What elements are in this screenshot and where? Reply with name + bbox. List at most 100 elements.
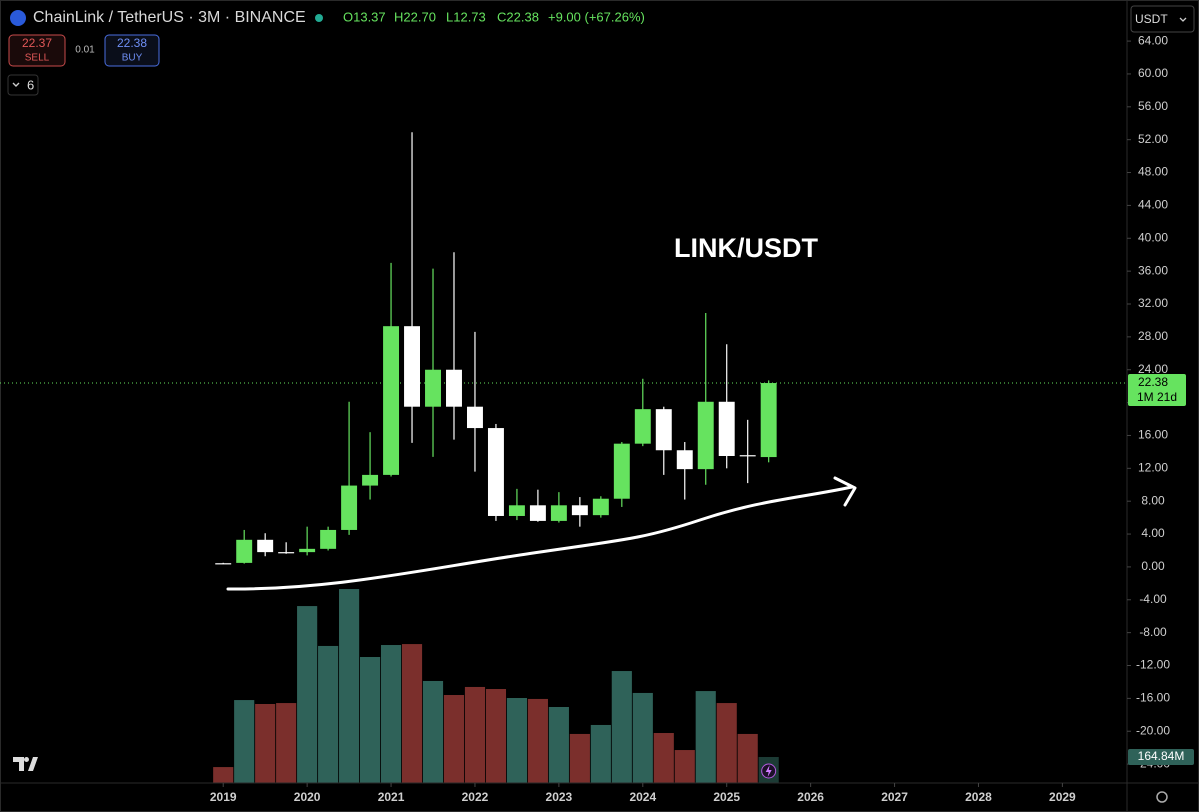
ohlc-high: H22.70 [394, 9, 436, 24]
x-tick-label: 2020 [294, 790, 321, 804]
volume-bar [695, 691, 716, 783]
candle-body [466, 406, 483, 429]
indicator-toggle[interactable] [7, 74, 39, 96]
sell-button[interactable] [8, 34, 66, 67]
volume-bar [632, 692, 653, 783]
candle-body [592, 498, 609, 516]
volume-bar [716, 703, 737, 783]
volume-bar [234, 700, 255, 783]
trend-arrow [226, 485, 854, 591]
volume-bar [276, 703, 297, 783]
y-tick-label: 12.00 [1138, 460, 1168, 474]
volume-bar [569, 733, 590, 783]
y-tick-label: -8.00 [1139, 625, 1167, 639]
buy-button[interactable] [104, 34, 160, 67]
ohlc-open: O13.37 [343, 9, 386, 24]
volume-bar [674, 750, 695, 783]
candle-body [697, 401, 714, 470]
volume-bar [506, 698, 527, 783]
annotation: LINK/USDT [674, 233, 818, 263]
y-tick-label: 40.00 [1138, 230, 1168, 244]
volume-bar [297, 606, 318, 783]
symbol-logo [10, 10, 26, 26]
volume-bar [737, 733, 758, 783]
candle-body [299, 548, 316, 553]
x-tick-label: 2026 [797, 790, 824, 804]
sell-label: SELL [25, 53, 50, 64]
chevron [12, 82, 20, 87]
volume-bar [255, 703, 276, 783]
volume-bar [590, 724, 611, 783]
candle-body [634, 409, 651, 444]
settings-icon[interactable] [1156, 791, 1168, 803]
candle-body [655, 409, 672, 451]
x-tick-label: 2023 [546, 790, 573, 804]
y-tick-label: 24.00 [1138, 362, 1168, 376]
volume-bar [653, 733, 674, 783]
candle-body [508, 505, 525, 516]
volume-bar [464, 686, 486, 783]
currency: USDT [1135, 12, 1168, 26]
candle-body [739, 455, 756, 457]
candle-body [236, 539, 253, 563]
symbol: ChainLink / TetherUS · 3M · BINANCE [33, 9, 306, 26]
candle-body [215, 563, 232, 565]
volume-bar [611, 671, 632, 783]
candle-body [613, 443, 630, 499]
volume-bar [380, 645, 402, 783]
x-tick-label: 2019 [210, 790, 237, 804]
y-tick-label: 56.00 [1138, 99, 1168, 113]
ohlc-close: C22.38 [497, 9, 539, 24]
volume-label: 164.84M [1138, 749, 1185, 763]
y-tick-label: 44.00 [1138, 198, 1168, 212]
y-tick-label: -4.00 [1139, 592, 1167, 606]
volume-bar [318, 645, 339, 783]
volume-label-box [1128, 749, 1194, 766]
currency-select[interactable] [1130, 5, 1195, 33]
candle-body [676, 450, 693, 470]
volume-bar [339, 589, 360, 783]
y-tick-label: 64.00 [1138, 33, 1168, 47]
x-tick-label: 2027 [881, 790, 908, 804]
arrow-head [833, 476, 857, 507]
tv-logo [13, 757, 38, 771]
tv-logo-dot [24, 757, 29, 762]
candle-body [550, 505, 567, 521]
candle-body [257, 539, 274, 553]
candle-body [320, 529, 337, 549]
candle-body [718, 401, 735, 456]
candle-body [529, 505, 546, 521]
y-tick-label: 48.00 [1138, 165, 1168, 179]
y-tick-label: 0.00 [1141, 559, 1165, 573]
y-tick-label: 16.00 [1138, 428, 1168, 442]
buy-label: BUY [122, 53, 143, 64]
volume-bar [485, 689, 507, 783]
x-tick-label: 2024 [629, 790, 656, 804]
y-tick-label: 52.00 [1138, 132, 1168, 146]
volume-bar [527, 698, 548, 783]
market-status [315, 14, 323, 22]
sell-price: 22.37 [22, 36, 52, 50]
candle-body [571, 505, 588, 516]
y-tick-label: -20.00 [1136, 723, 1170, 737]
x-tick-label: 2022 [462, 790, 489, 804]
price-label-box [1128, 374, 1186, 407]
candle-body [362, 474, 379, 486]
y-tick-label: -12.00 [1136, 658, 1170, 672]
volume-bar [548, 706, 569, 783]
candle-body [425, 369, 441, 407]
candle-body [383, 326, 400, 475]
y-tick-label: 36.00 [1138, 263, 1168, 277]
x-tick-label: 2028 [965, 790, 992, 804]
bolt [765, 765, 772, 777]
price-label: 22.38 [1138, 375, 1168, 389]
x-tick-label: 2029 [1049, 790, 1076, 804]
candle-body [446, 369, 462, 407]
y-tick-label: 60.00 [1138, 66, 1168, 80]
buy-price: 22.38 [117, 36, 147, 50]
volume-bar [360, 657, 381, 783]
countdown: 1M 21d [1137, 390, 1177, 404]
ohlc-low: L12.73 [446, 9, 486, 24]
